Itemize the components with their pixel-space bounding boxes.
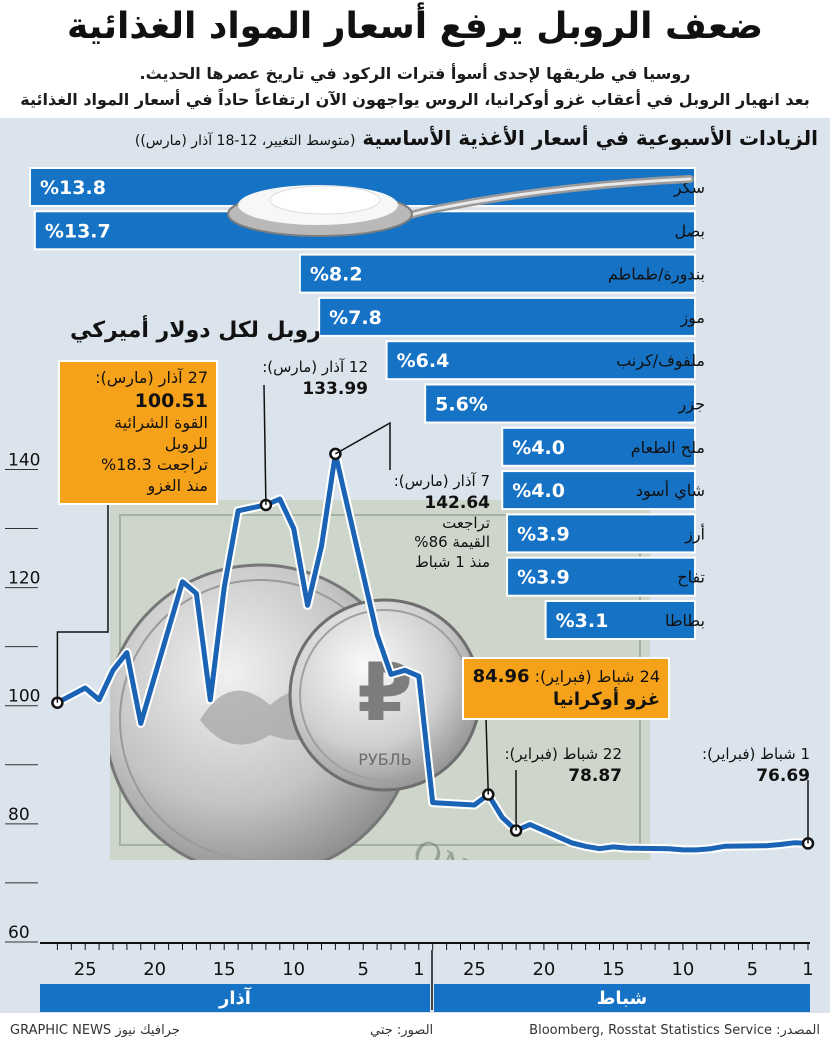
- bars-title-text: الزيادات الأسبوعية في أسعار الأغذية الأس…: [362, 126, 818, 150]
- bar-9: [506, 513, 696, 554]
- bar-6: [424, 383, 696, 424]
- footer: المصدر: Bloomberg, Rosstat Statistics Se…: [0, 1018, 830, 1048]
- bar-category-label-10: تفاح: [677, 568, 705, 588]
- x-label-mar-10: 10: [282, 959, 305, 980]
- annotation-mar12-value: 133.99: [302, 378, 368, 399]
- x-label-feb-1: 1: [802, 959, 813, 980]
- bar-value-label-4: %7.8: [329, 307, 382, 329]
- bar-11: [544, 600, 697, 640]
- bar-value-label-2: %13.7: [45, 220, 111, 242]
- leader-mar27: [56, 494, 109, 703]
- callout-mar27-text1: القوة الشرائية للروبل: [114, 413, 208, 454]
- callout-mar27-value: 100.51: [134, 389, 208, 412]
- annotation-feb22-date: 22 شباط (فبراير):: [504, 745, 622, 763]
- bar-category-label-4: موز: [679, 308, 705, 328]
- y-tick-label-1: 60: [8, 923, 30, 943]
- callout-mar27-text2: تراجعت 18.3%: [101, 455, 208, 475]
- bar-value-label-11: %3.1: [556, 610, 609, 632]
- subtitle-line-2: بعد انهيار الروبل في أعقاب غزو أوكرانيا،…: [20, 90, 810, 109]
- annotation-mar12-date: 12 آذار (مارس):: [262, 358, 368, 376]
- bar-value-label-9: %3.9: [517, 523, 570, 545]
- page-title: ضعف الروبل يرفع أسعار المواد الغذائية: [66, 6, 764, 47]
- bar-value-label-8: %4.0: [512, 480, 565, 502]
- x-label-feb-15: 15: [602, 959, 625, 980]
- bar-value-label-10: %3.9: [517, 567, 570, 589]
- bar-5: [385, 340, 696, 381]
- x-label-mar-20: 20: [143, 959, 166, 980]
- annotation-mar7-text3: منذ 1 شباط: [414, 552, 490, 571]
- annotation-feb1: 1 شباط (فبراير): 76.69: [680, 745, 810, 787]
- ruble-line: [56, 451, 809, 853]
- leader-mar12: [263, 384, 267, 505]
- month-label-mar: آذار: [218, 986, 252, 1009]
- footer-photos: الصور: جتي: [370, 1023, 434, 1038]
- bars-title: الزيادات الأسبوعية في أسعار الأغذية الأس…: [135, 126, 818, 150]
- x-label-mar-5: 5: [357, 959, 368, 980]
- bar-category-label-8: شاي أسود: [636, 480, 705, 501]
- callout-mar27: 27 آذار (مارس): 100.51 القوة الشرائية لل…: [58, 360, 218, 505]
- month-band-feb: [434, 984, 810, 1012]
- bar-category-label-2: بصل: [675, 221, 705, 240]
- y-tick-label-5: 140: [8, 450, 40, 470]
- callout-mar27-date: 27 آذار (مارس):: [95, 368, 208, 387]
- bar-value-label-7: %4.0: [512, 437, 565, 459]
- annotation-feb22-value: 78.87: [568, 765, 622, 786]
- callout-feb24: 24 شباط (فبراير): 84.96 غزو أوكرانيا: [462, 657, 670, 720]
- annotation-mar7: 7 آذار (مارس): 142.64 تراجعت القيمة 86% …: [378, 472, 490, 572]
- callout-feb24-text1: غزو أوكرانيا: [552, 689, 660, 711]
- month-band-mar: [40, 984, 430, 1012]
- footer-credit: GRAPHIC NEWS جرافيك نيوز: [10, 1023, 180, 1038]
- y-tick-label-4: 120: [8, 569, 40, 589]
- bar-10: [506, 556, 696, 597]
- callout-feb24-date: 24 شباط (فبراير):: [534, 667, 660, 686]
- leader-feb24: [485, 717, 490, 795]
- bar-category-label-9: أرز: [684, 523, 705, 544]
- callout-mar27-text3: منذ الغزو: [147, 475, 208, 495]
- x-label-feb-5: 5: [747, 959, 758, 980]
- x-label-feb-20: 20: [532, 959, 555, 980]
- callout-feb24-row: 24 شباط (فبراير): 84.96: [472, 665, 660, 688]
- x-label-feb-10: 10: [671, 959, 694, 980]
- bar-category-label-11: بطاطا: [665, 611, 705, 630]
- bar-category-label-7: ملح الطعام: [631, 438, 705, 458]
- x-label-mar-1: 1: [413, 959, 424, 980]
- x-label-mar-25: 25: [74, 959, 97, 980]
- y-tick-label-2: 80: [8, 805, 30, 825]
- footer-source: المصدر: Bloomberg, Rosstat Statistics Se…: [529, 1023, 820, 1038]
- bar-category-label-5: ملفوف/كرنب: [616, 351, 705, 371]
- annotation-feb1-value: 76.69: [756, 765, 810, 786]
- ruble-chart-title: روبل لكل دولار أميركي: [70, 318, 321, 343]
- bar-3: [298, 253, 696, 294]
- bar-value-label-3: %8.2: [310, 264, 363, 286]
- annotation-mar12: 12 آذار (مارس): 133.99: [258, 358, 368, 400]
- bars-title-note: (متوسط التغيير، 12-18 آذار (مارس)): [134, 133, 356, 149]
- month-label-feb: شباط: [597, 988, 648, 1009]
- bar-4: [318, 296, 696, 337]
- bar-value-label-6: 5.6%: [435, 394, 488, 416]
- sugar-spoon-icon: [227, 175, 694, 237]
- bar-7: [501, 426, 696, 467]
- annotation-feb22: 22 شباط (فبراير): 78.87: [504, 745, 622, 787]
- bar-8: [501, 470, 696, 511]
- annotation-mar7-value: 142.64: [424, 492, 490, 513]
- annotation-mar7-date: 7 آذار (مارس):: [393, 472, 490, 490]
- dollar-and-coins-photo: B61629 ONE DOLLAR ₽ РУБЛЬ: [110, 500, 650, 860]
- annotation-mar7-text1: تراجعت: [442, 513, 490, 532]
- callout-feb24-value: 84.96: [472, 666, 530, 687]
- bar-category-label-6: جزر: [678, 395, 705, 415]
- annotation-mar7-text2: القيمة 86%: [414, 533, 490, 552]
- x-label-mar-15: 15: [213, 959, 236, 980]
- x-label-feb-25: 25: [463, 959, 486, 980]
- bar-value-label-1: %13.8: [40, 177, 106, 199]
- bar-category-label-3: بندورة/طماطم: [608, 265, 705, 285]
- y-tick-label-3: 100: [8, 687, 40, 707]
- subtitle-line-1: روسيا في طريقها لإحدى أسوأ فترات الركود …: [139, 64, 691, 83]
- svg-text:РУБЛЬ: РУБЛЬ: [358, 750, 411, 769]
- bar-value-label-5: %6.4: [397, 350, 450, 372]
- annotation-feb1-date: 1 شباط (فبراير):: [702, 745, 810, 763]
- leader-mar7: [335, 421, 391, 470]
